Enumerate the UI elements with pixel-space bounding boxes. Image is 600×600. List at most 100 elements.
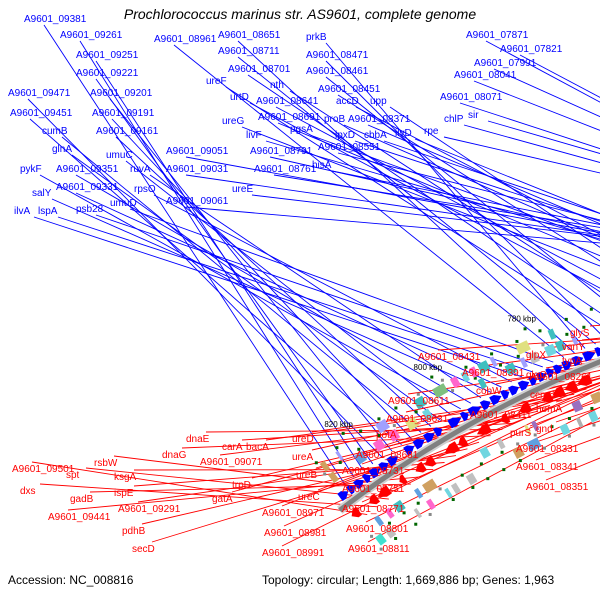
- gene-label-a9601-08971[interactable]: A9601_08971: [262, 508, 325, 519]
- gene-label-ccmc[interactable]: ccmC: [530, 390, 556, 401]
- gene-label-prkb[interactable]: prkB: [306, 32, 327, 43]
- gene-label-a9601-08681[interactable]: A9601_08681: [356, 450, 419, 461]
- gene-label-a9601-09251[interactable]: A9601_09251: [76, 50, 139, 61]
- gene-label-chlp[interactable]: chlP: [444, 114, 464, 125]
- gene-label-psb28[interactable]: psb28: [76, 204, 104, 215]
- gene-label-secd[interactable]: secD: [132, 544, 155, 555]
- gene-label-a9601-08631[interactable]: A9601_08631: [386, 414, 449, 425]
- gene-label-a9601-09221[interactable]: A9601_09221: [76, 68, 139, 79]
- gene-label-ksga[interactable]: ksgA: [114, 472, 137, 483]
- gene-label-a9601-08331[interactable]: A9601_08331: [516, 444, 579, 455]
- gene-label-a9601-08351[interactable]: A9601_08351: [526, 482, 589, 493]
- gene-label-dxs[interactable]: dxs: [20, 486, 36, 497]
- gene-label-a9601-08981[interactable]: A9601_08981: [264, 528, 327, 539]
- gene-label-a9601-08341[interactable]: A9601_08341: [516, 462, 579, 473]
- gene-label-glys[interactable]: glyS: [570, 328, 590, 339]
- gene-label-ispe[interactable]: ispE: [114, 488, 134, 499]
- gene-label-cara[interactable]: carA: [222, 442, 243, 453]
- gene-label-a9601-09331[interactable]: A9601_09331: [56, 182, 119, 193]
- gene-label-lpxd[interactable]: lpxD: [335, 130, 355, 141]
- gene-label-urea[interactable]: ureA: [292, 452, 313, 463]
- gene-label-a9601-07871[interactable]: A9601_07871: [466, 30, 529, 41]
- gene-label-a9601-09261[interactable]: A9601_09261: [60, 30, 123, 41]
- gene-label-a9601-08751[interactable]: A9601_08751: [342, 484, 405, 495]
- gene-label-a9601-08641[interactable]: A9601_08641: [256, 96, 319, 107]
- gene-label-vany[interactable]: vanY: [562, 342, 585, 353]
- gene-label-typa[interactable]: typA: [562, 356, 582, 367]
- gene-label-pgsa[interactable]: pgsA: [290, 124, 313, 135]
- gene-label-a9601-09351[interactable]: A9601_09351: [56, 164, 119, 175]
- gene-label-umuc[interactable]: umuC: [106, 150, 133, 161]
- gene-label-a9601-09031[interactable]: A9601_09031: [166, 164, 229, 175]
- gene-label-a9601-09071[interactable]: A9601_09071: [200, 457, 263, 468]
- gene-label-ilvd[interactable]: ilvD: [395, 128, 412, 139]
- gene-label-a9601-08701[interactable]: A9601_08701: [228, 64, 291, 75]
- gene-label-pota[interactable]: potA: [376, 430, 397, 441]
- gene-label-dnae[interactable]: dnaE: [186, 434, 210, 445]
- gene-label-a9601-08461[interactable]: A9601_08461: [306, 66, 369, 77]
- gene-label-saly[interactable]: salY: [32, 188, 52, 199]
- gene-label-a9601-08711[interactable]: A9601_08711: [218, 46, 280, 57]
- gene-label-ruva[interactable]: ruvA: [130, 164, 151, 175]
- gene-label-uree[interactable]: ureE: [232, 184, 253, 195]
- gene-label-a9601-09381[interactable]: A9601_09381: [24, 14, 87, 25]
- gene-label-accd[interactable]: accD: [336, 96, 359, 107]
- gene-label-a9601-08261[interactable]: A9601_08261: [530, 372, 593, 383]
- gene-label-a9601-09191[interactable]: A9601_09191: [92, 108, 155, 119]
- gene-label-glgc[interactable]: glgC: [526, 370, 547, 381]
- gene-label-prob[interactable]: proB: [324, 114, 345, 125]
- gene-label-gadb[interactable]: gadB: [70, 494, 94, 505]
- gene-label-hisa[interactable]: hisA: [312, 160, 332, 171]
- gene-label-cbba[interactable]: cbbA: [364, 130, 387, 141]
- gene-label-a9601-08991[interactable]: A9601_08991: [262, 548, 325, 559]
- gene-label-a9601-09471[interactable]: A9601_09471: [8, 88, 71, 99]
- gene-label-glna[interactable]: glnA: [52, 144, 72, 155]
- gene-label-a9601-08071[interactable]: A9601_08071: [440, 92, 503, 103]
- gene-label-baca[interactable]: bacA: [246, 442, 269, 453]
- gene-label-a9601-08391[interactable]: A9601_08391: [462, 368, 525, 379]
- gene-label-rpe[interactable]: rpe: [424, 126, 439, 137]
- gene-label-rsbw[interactable]: rsbW: [94, 458, 118, 469]
- gene-label-a9601-09161[interactable]: A9601_09161: [96, 126, 159, 137]
- gene-label-uref[interactable]: ureF: [206, 76, 227, 87]
- gene-label-a9601-08431[interactable]: A9601_08431: [418, 352, 481, 363]
- gene-label-pdhb[interactable]: pdhB: [122, 526, 146, 537]
- gene-label-ureg[interactable]: ureG: [222, 116, 244, 127]
- gene-label-urec[interactable]: ureC: [298, 492, 320, 503]
- gene-label-a9601-08611[interactable]: A9601_08611: [388, 396, 450, 407]
- gene-label-pykf[interactable]: pykF: [20, 164, 42, 175]
- gene-label-spt[interactable]: spt: [66, 470, 80, 481]
- gene-label-a9601-08411[interactable]: A9601_08411: [470, 410, 532, 421]
- gene-label-a9601-08811[interactable]: A9601_08811: [348, 544, 410, 555]
- gene-label-urtd[interactable]: urtD: [230, 92, 249, 103]
- gene-label-cumb[interactable]: cumB: [42, 126, 68, 137]
- gene-label-a9601-09061[interactable]: A9601_09061: [166, 196, 229, 207]
- gene-label-a9601-08551[interactable]: A9601_08551: [318, 142, 381, 153]
- gene-label-livf[interactable]: livF: [246, 130, 262, 141]
- gene-label-a9601-08041[interactable]: A9601_08041: [454, 70, 517, 81]
- gene-label-nth[interactable]: nth: [270, 80, 284, 91]
- gene-label-a9601-08471[interactable]: A9601_08471: [306, 50, 369, 61]
- gene-label-a9601-09441[interactable]: A9601_09441: [48, 512, 111, 523]
- gene-label-ureb[interactable]: ureB: [296, 470, 317, 481]
- gene-label-a9601-08801[interactable]: A9601_08801: [346, 524, 409, 535]
- gene-label-a9601-09201[interactable]: A9601_09201: [90, 88, 153, 99]
- gene-label-a9601-09291[interactable]: A9601_09291: [118, 504, 181, 515]
- gene-label-sir[interactable]: sir: [468, 110, 479, 121]
- gene-label-lspa[interactable]: lspA: [38, 206, 58, 217]
- gene-label-umud[interactable]: umuD: [110, 198, 137, 209]
- gene-label-dnag[interactable]: dnaG: [162, 450, 187, 461]
- gene-label-purs[interactable]: purS: [510, 428, 531, 439]
- gene-label-ilva[interactable]: ilvA: [14, 206, 30, 217]
- gene-label-a9601-08451[interactable]: A9601_08451: [318, 84, 381, 95]
- gene-label-a9601-08761[interactable]: A9601_08761: [254, 164, 317, 175]
- gene-label-a9601-08731[interactable]: A9601_08731: [342, 466, 405, 477]
- gene-label-a9601-08791[interactable]: A9601_08791: [250, 146, 313, 157]
- gene-label-a9601-07821[interactable]: A9601_07821: [500, 44, 563, 55]
- gene-label-gnd[interactable]: gnd: [536, 424, 553, 435]
- gene-label-a9601-09051[interactable]: A9601_09051: [166, 146, 229, 157]
- gene-label-a9601-08371[interactable]: A9601_08371: [348, 114, 411, 125]
- gene-label-a9601-08691[interactable]: A9601_08691: [258, 112, 321, 123]
- gene-label-upp[interactable]: upp: [370, 96, 387, 107]
